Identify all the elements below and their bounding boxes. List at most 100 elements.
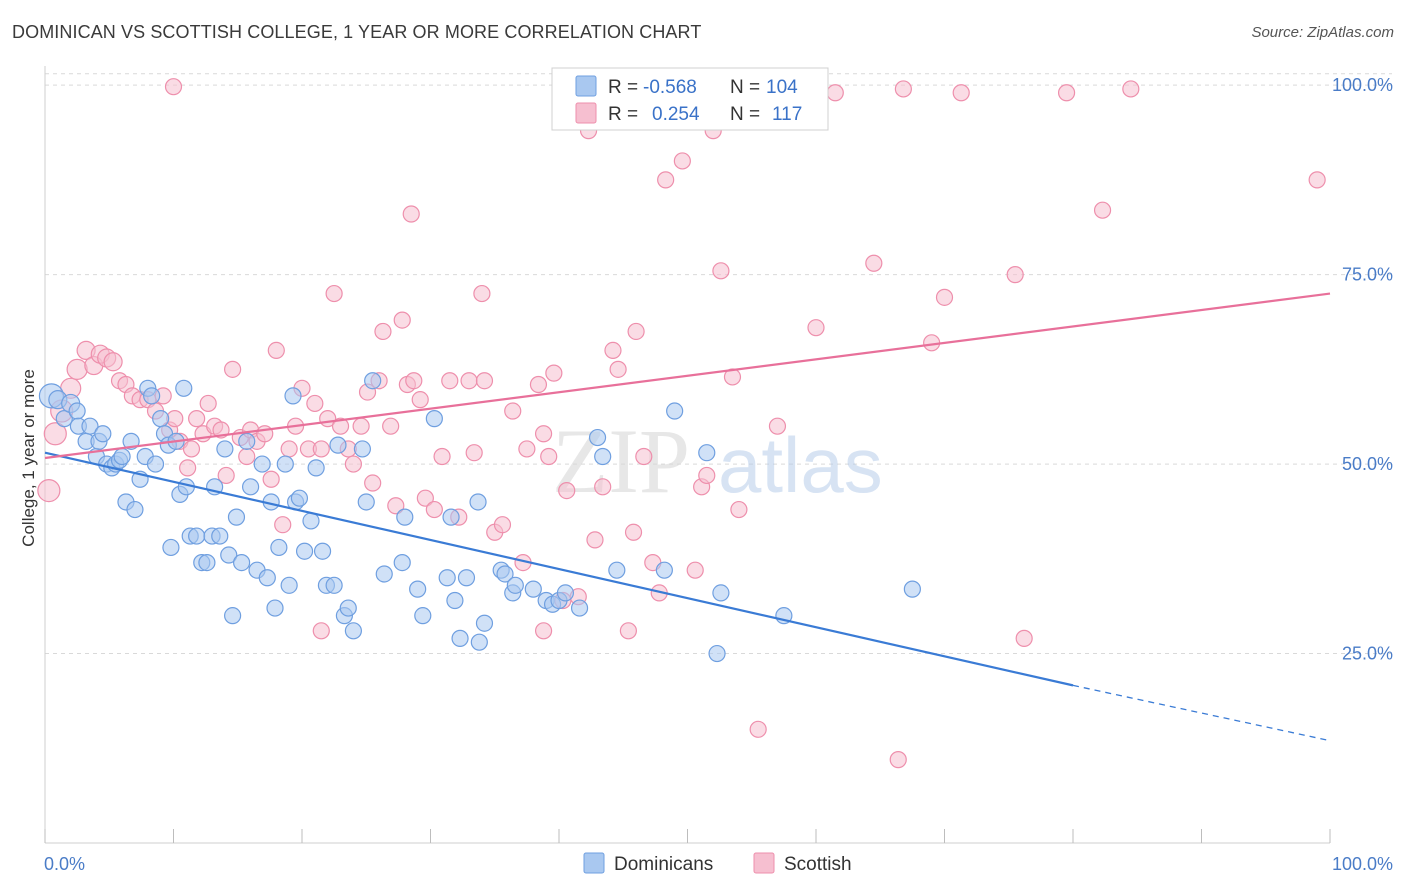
legend-n-value-2: 117 [772, 104, 802, 125]
scottish-point-114 [1308, 171, 1326, 189]
dominicans-point-82 [469, 493, 487, 511]
scottish-point-24 [199, 394, 217, 413]
dominicans-point-77 [442, 508, 460, 526]
dominicans-trend-line [44, 451, 1074, 687]
scottish-point-118 [312, 622, 330, 640]
dominicans-point-51 [270, 538, 288, 557]
dominicans-point-94 [588, 428, 607, 447]
scottish-point-91 [673, 152, 691, 170]
dominicans-point-10 [94, 425, 112, 443]
watermark: ZIP atlas [552, 410, 883, 512]
dominicans-trend-extension [1072, 684, 1331, 742]
scottish-point-86 [627, 322, 645, 341]
scottish-trend-line [44, 292, 1331, 460]
scottish-point-57 [405, 372, 423, 390]
scottish-point-81 [594, 478, 612, 496]
scottish-point-66 [475, 372, 494, 390]
dominicans-point-40 [220, 546, 238, 564]
scottish-point-83 [609, 360, 627, 378]
scottish-point-103 [865, 254, 883, 272]
dominicans-point-47 [253, 455, 271, 473]
scottish-point-65 [465, 444, 483, 462]
scottish-point-27 [217, 466, 235, 485]
dominicans-point-99 [698, 444, 716, 462]
scottish-point-98 [730, 500, 748, 519]
scottish-point-92 [686, 561, 704, 579]
dominicans-point-92 [556, 584, 575, 602]
scottish-point-4 [66, 358, 88, 380]
scottish-point-68 [493, 516, 512, 534]
scottish-point-117 [534, 622, 553, 640]
scottish-point-101 [807, 319, 825, 337]
tick-labels: 25.0% 50.0% 75.0% 100.0% 0.0% 100.0% [44, 75, 1393, 874]
scottish-point-82 [604, 341, 622, 360]
scottish-point-20 [179, 459, 197, 477]
scottish-point-44 [325, 284, 343, 303]
dominicans-points [38, 372, 921, 663]
scottish-point-110 [1015, 629, 1033, 647]
dominicans-point-22 [143, 387, 161, 405]
scottish-point-112 [1093, 201, 1112, 219]
dominicans-point-39 [216, 440, 234, 458]
dominicans-point-73 [409, 580, 427, 598]
bottom-legend-scottish: Scottish [784, 854, 852, 875]
dominicans-point-75 [425, 410, 443, 428]
y-tick-label-75: 75.0% [1342, 265, 1393, 285]
dominicans-point-68 [357, 493, 375, 511]
scottish-point-104 [889, 751, 907, 769]
dominicans-point-7 [81, 417, 99, 435]
y-tick-label-25: 25.0% [1342, 644, 1393, 664]
scottish-point-45 [331, 417, 350, 435]
scottish-point-84 [619, 622, 637, 640]
scottish-point-61 [433, 447, 451, 466]
watermark-zip: ZIP [552, 410, 690, 512]
legend-swatch-pink [575, 102, 597, 124]
dominicans-point-65 [339, 599, 357, 617]
dominicans-point-41 [224, 607, 242, 625]
dominicans-point-54 [284, 387, 302, 405]
dominicans-point-52 [276, 455, 294, 473]
dominicans-point-56 [290, 489, 309, 507]
scottish-point-73 [534, 425, 553, 443]
dominicans-point-30 [175, 379, 193, 397]
dominicans-point-76 [438, 569, 456, 587]
dominicans-point-23 [146, 455, 165, 473]
dominicans-point-97 [655, 561, 673, 579]
bottom-legend-dominicans: Dominicans [614, 854, 713, 875]
legend-swatch-blue [575, 75, 597, 97]
dominicans-point-98 [666, 402, 684, 420]
x-tick-label-max: 100.0% [1332, 854, 1393, 874]
dominicans-point-44 [238, 432, 256, 450]
scottish-point-1 [43, 422, 67, 446]
scottish-point-69 [504, 402, 522, 420]
dominicans-point-4 [68, 402, 86, 420]
scottish-point-48 [352, 417, 370, 435]
dominicans-point-67 [353, 440, 371, 458]
dominicans-point-96 [608, 561, 626, 579]
scottish-point-42 [312, 440, 330, 458]
scottish-point-75 [545, 364, 563, 382]
dominicans-point-62 [325, 576, 343, 594]
scottish-point-113 [1122, 80, 1140, 98]
scottish-point-0 [37, 479, 61, 503]
scottish-point-115 [164, 78, 183, 96]
dominicans-point-15 [113, 447, 131, 466]
dominicans-point-71 [393, 553, 411, 572]
dominicans-point-18 [126, 500, 144, 519]
scottish-point-36 [274, 516, 292, 534]
trend-lines [44, 292, 1331, 742]
stats-legend: R = -0.568 N = 104 R = 0.254 N = 117 [551, 67, 829, 131]
scottish-point-53 [382, 417, 400, 435]
dominicans-point-48 [258, 569, 276, 587]
dominicans-point-24 [152, 410, 170, 428]
scottish-point-47 [344, 455, 362, 473]
scottish-point-96 [712, 262, 730, 280]
scottish-point-102 [826, 84, 844, 102]
dominicans-point-45 [242, 478, 260, 496]
scottish-point-85 [624, 523, 643, 541]
scottish-point-107 [935, 288, 954, 306]
dominicans-point-95 [594, 447, 612, 466]
dominicans-point-60 [313, 542, 332, 560]
legend-r-value-1: -0.568 [643, 77, 697, 98]
